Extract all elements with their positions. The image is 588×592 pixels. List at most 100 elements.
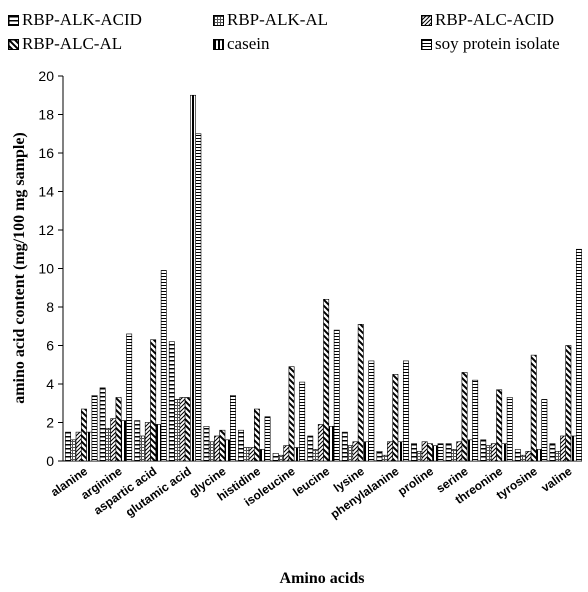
bar-arginine-rbp-alc-acid [110,418,117,462]
bar-aspartic-acid-rbp-alk-acid [134,420,141,462]
bar-phenylalanine-rbp-alc-al [392,374,399,462]
bar-threonine-casein [501,443,508,462]
bar-histidine-rbp-alk-al [243,447,250,462]
bar-proline-rbp-alk-al [416,451,423,462]
x-tick-label: leucine [290,464,332,499]
bar-serine-rbp-alc-acid [456,441,463,462]
bar-proline-rbp-alc-acid [421,441,428,462]
axes [62,76,582,462]
y-tick-label: 14 [38,184,54,200]
bar-valine-rbp-alk-al [554,451,561,462]
bar-glycine-rbp-alk-acid [203,426,210,462]
bar-aspartic-acid-rbp-alc-al [150,339,157,462]
y-tick-label: 6 [46,338,54,354]
bar-alanine-casein [86,431,93,462]
legend-item-rbp-alc-al: RBP-ALC-AL [8,34,122,54]
bar-tyrosine-rbp-alk-acid [514,449,521,462]
legend-swatch-hstripe-icon [8,14,19,26]
bar-histidine-rbp-alc-acid [248,447,255,462]
bar-glycine-rbp-alc-acid [214,435,220,462]
bar-valine-rbp-alc-al [565,345,572,462]
bar-glutamic-acid-rbp-alk-acid [168,341,175,462]
bar-glutamic-acid-rbp-alc-al [184,397,191,462]
y-tick-label: 20 [38,68,54,84]
bar-glycine-soy-protein-isolate [230,395,236,462]
x-tick-label: proline [395,464,436,499]
bar-lysine-rbp-alc-acid [352,441,359,462]
bar-serine-soy-protein-isolate [472,379,479,462]
bar-valine-rbp-alk-acid [549,443,556,462]
bar-tyrosine-rbp-alc-acid [525,451,532,462]
y-tick-label: 2 [46,415,54,431]
bar-glutamic-acid-soy-protein-isolate [195,133,202,462]
bar-lysine-rbp-alk-al [347,445,354,462]
legend-swatch-vstripe-icon [213,38,224,50]
legend-label: RBP-ALK-AL [227,10,329,29]
bar-leucine-casein [328,426,335,462]
bar-phenylalanine-rbp-alc-acid [387,441,393,462]
bar-serine-rbp-alk-acid [445,443,452,462]
bar-valine-casein [570,435,577,462]
bar-threonine-rbp-alk-al [485,445,492,462]
legend-label: RBP-ALC-AL [22,34,123,53]
bar-isoleucine-soy-protein-isolate [299,381,306,462]
bar-arginine-rbp-alc-al [115,397,122,462]
y-tick-label: 8 [46,299,54,315]
legend-item-soy-protein-isolate: soy protein isolate [421,34,560,54]
bar-arginine-rbp-alk-acid [99,387,106,462]
bar-isoleucine-rbp-alc-al [288,366,295,462]
bar-serine-casein [466,439,473,462]
bar-phenylalanine-rbp-alk-acid [376,451,383,462]
bar-alanine-soy-protein-isolate [91,395,98,462]
bar-isoleucine-rbp-alk-acid [272,452,279,462]
bar-histidine-casein [259,449,266,462]
x-axis-title: Amino acids [280,570,365,587]
bar-glutamic-acid-rbp-alc-acid [179,397,186,462]
bar-aspartic-acid-soy-protein-isolate [160,270,167,462]
bar-glycine-casein [224,439,231,462]
bar-valine-soy-protein-isolate [575,248,582,462]
bar-tyrosine-rbp-alk-al [520,454,527,462]
y-tick-label: 18 [38,107,54,123]
legend-item-rbp-alk-acid: RBP-ALK-ACID [8,10,142,30]
y-tick-label: 12 [38,222,54,238]
bar-threonine-rbp-alc-acid [490,443,497,462]
legend-swatch-zigzag-icon [8,38,19,50]
bar-threonine-rbp-alk-acid [480,439,487,462]
bar-glycine-rbp-alk-al [208,441,215,462]
bar-alanine-rbp-alk-al [70,439,77,462]
legend-swatch-diag-icon [421,14,432,26]
bar-lysine-soy-protein-isolate [368,360,375,462]
bar-tyrosine-rbp-alc-al [530,354,537,462]
bar-alanine-rbp-alc-acid [75,431,82,462]
bar-serine-rbp-alk-al [450,449,457,462]
bar-histidine-soy-protein-isolate [264,416,271,462]
bar-proline-soy-protein-isolate [437,443,444,462]
y-tick-label: 16 [38,145,54,161]
bar-lysine-rbp-alk-acid [341,431,348,462]
bar-isoleucine-rbp-alk-al [277,454,284,462]
bar-arginine-soy-protein-isolate [126,333,133,462]
y-tick-label: 10 [38,261,54,277]
bar-lysine-rbp-alc-al [357,324,364,462]
bars [65,94,582,462]
bar-leucine-rbp-alk-al [312,449,319,462]
bar-proline-rbp-alc-al [426,443,433,462]
bar-alanine-rbp-alk-acid [65,431,72,462]
bar-glutamic-acid-rbp-alk-al [174,399,181,462]
legend-item-casein: casein [213,34,269,54]
bar-valine-rbp-alc-acid [560,435,567,462]
y-axis-title: amino acid content (mg/100 mg sample) [11,132,28,404]
bar-proline-casein [432,445,439,462]
bar-serine-rbp-alc-al [461,372,468,462]
bar-proline-rbp-alk-acid [411,443,417,462]
bar-glutamic-acid-casein [190,94,196,462]
legend-item-rbp-alk-al: RBP-ALK-AL [213,10,328,30]
legend-item-rbp-alc-acid: RBP-ALC-ACID [421,10,554,30]
y-ticks: 0 2 4 6 8 10 12 14 16 18 20 [38,68,63,469]
bar-phenylalanine-soy-protein-isolate [402,360,409,462]
legend-label: soy protein isolate [435,34,560,53]
bar-lysine-casein [363,441,369,462]
